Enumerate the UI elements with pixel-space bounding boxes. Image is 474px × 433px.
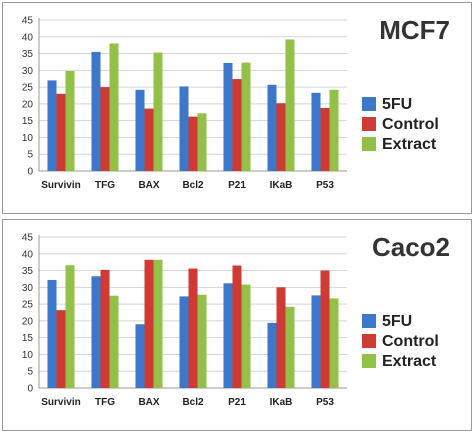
x-category-label: BAX (138, 397, 159, 408)
bar-5fu-ikab (267, 322, 277, 388)
x-category-label: P21 (228, 397, 246, 408)
bar-control-survivin (56, 93, 66, 171)
x-category-label: P53 (316, 180, 334, 191)
bar-5fu-ikab (267, 84, 277, 171)
x-category-label: TFG (95, 180, 115, 191)
chart-title: MCF7 (379, 15, 450, 45)
x-category-label: P21 (228, 180, 246, 191)
legend-swatch-control (362, 117, 376, 131)
legend-label-5fu: 5FU (382, 96, 412, 113)
bar-control-ikab (276, 103, 286, 171)
bar-extract-tfg (109, 295, 119, 388)
bar-5fu-survivin (47, 279, 57, 388)
bar-5fu-p21 (223, 62, 233, 171)
y-tick-label: 30 (22, 66, 34, 77)
bar-extract-bax (153, 259, 163, 388)
bar-extract-survivin (65, 265, 75, 388)
y-tick-label: 25 (22, 83, 34, 94)
bar-control-survivin (56, 310, 66, 388)
bar-5fu-tfg (91, 51, 101, 171)
bar-5fu-bcl2 (179, 296, 189, 388)
bar-control-p53 (320, 270, 330, 388)
y-tick-label: 0 (27, 384, 33, 395)
bar-control-tfg (100, 269, 110, 388)
legend-swatch-5fu (362, 97, 376, 111)
bar-control-bax (144, 108, 154, 171)
bar-extract-bax (153, 52, 163, 171)
bar-control-p21 (232, 265, 242, 388)
bar-5fu-p21 (223, 283, 233, 388)
chart-mcf7: 0 5 10 15 20 25 30 35 40 45 Survivin TFG BAX Bcl2 P21 I… (22, 15, 450, 191)
y-tick-label: 5 (27, 367, 33, 378)
chart-panel-caco2: 0 5 10 15 20 25 30 35 40 45 Survivin TFG BAX Bcl2 P21 I… (2, 219, 472, 431)
bar-extract-survivin (65, 71, 75, 171)
chart-caco2: 0 5 10 15 20 25 30 35 40 45 Survivin TFG BAX Bcl2 P21 I… (22, 232, 450, 408)
bar-extract-ikab (285, 306, 295, 388)
y-tick-label: 40 (22, 32, 34, 43)
bar-5fu-p53 (311, 295, 321, 388)
x-category-label: TFG (95, 397, 115, 408)
y-tick-label: 35 (22, 49, 34, 60)
y-tick-label: 35 (22, 266, 34, 277)
bar-extract-tfg (109, 43, 119, 171)
bar-5fu-p53 (311, 92, 321, 171)
bar-extract-p21 (241, 62, 251, 171)
bar-control-p53 (320, 107, 330, 171)
y-tick-label: 0 (27, 167, 33, 178)
chart-title: Caco2 (372, 232, 450, 262)
x-category-label: Bcl2 (182, 180, 204, 191)
y-tick-label: 10 (22, 133, 34, 144)
bar-extract-p53 (329, 298, 339, 388)
y-tick-label: 5 (27, 150, 33, 161)
legend-swatch-control (362, 334, 376, 348)
bar-5fu-survivin (47, 80, 57, 171)
bar-5fu-bax (135, 89, 145, 171)
y-tick-label: 40 (22, 249, 34, 260)
legend-label-control: Control (382, 333, 439, 350)
legend-label-control: Control (382, 116, 439, 133)
bar-extract-ikab (285, 39, 295, 172)
y-tick-label: 10 (22, 350, 34, 361)
legend-label-extract: Extract (382, 136, 437, 153)
legend-label-extract: Extract (382, 353, 437, 370)
bar-extract-bcl2 (197, 294, 207, 388)
bar-extract-p21 (241, 284, 251, 388)
bar-control-tfg (100, 87, 110, 171)
x-category-label: Survivin (41, 180, 80, 191)
bar-control-ikab (276, 287, 286, 388)
bar-extract-p53 (329, 89, 339, 171)
x-category-label: Bcl2 (182, 397, 204, 408)
legend-swatch-extract (362, 354, 376, 368)
bar-5fu-bax (135, 324, 145, 388)
y-tick-label: 45 (22, 16, 34, 27)
bar-5fu-bcl2 (179, 86, 189, 171)
x-category-label: IKaB (270, 397, 293, 408)
x-category-label: P53 (316, 397, 334, 408)
legend-swatch-extract (362, 137, 376, 151)
bar-control-bcl2 (188, 116, 198, 171)
bar-5fu-tfg (91, 276, 101, 388)
legend-swatch-5fu (362, 314, 376, 328)
bar-control-p21 (232, 79, 242, 171)
bar-control-bax (144, 259, 154, 388)
legend-label-5fu: 5FU (382, 313, 412, 330)
y-tick-label: 15 (22, 333, 34, 344)
bar-extract-bcl2 (197, 113, 207, 171)
y-tick-label: 45 (22, 233, 34, 244)
y-tick-label: 30 (22, 283, 34, 294)
y-tick-label: 25 (22, 300, 34, 311)
y-tick-label: 20 (22, 316, 34, 327)
x-category-label: BAX (138, 180, 159, 191)
chart-panel-mcf7: 0 5 10 15 20 25 30 35 40 45 Survivin TFG BAX Bcl2 P21 I… (2, 2, 472, 214)
x-category-label: IKaB (270, 180, 293, 191)
y-tick-label: 15 (22, 116, 34, 127)
x-category-label: Survivin (41, 397, 80, 408)
bar-control-bcl2 (188, 268, 198, 388)
y-tick-label: 20 (22, 99, 34, 110)
